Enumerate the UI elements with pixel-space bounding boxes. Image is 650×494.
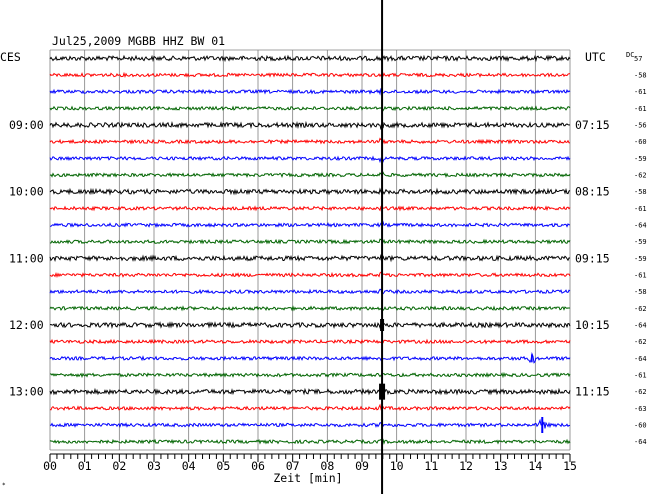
x-tick-label: 09 [355,459,369,473]
x-tick-label: 00 [43,459,57,473]
trace-row-9 [49,204,571,212]
x-tick-label: 12 [459,459,473,473]
trace-row-3 [49,105,571,112]
trace-row-7 [49,170,571,179]
trace-row-22 [49,418,571,429]
dc-offset-label: -61 [634,88,647,96]
trace-row-20 [49,384,571,396]
trace-row-4 [49,120,571,130]
trace-row-23 [49,438,571,445]
plot-grid [49,49,571,451]
trace-row-16 [49,321,571,330]
right-hour-label: 10:15 [575,318,610,332]
trace-row-19 [49,371,571,379]
event-spike-burst [380,319,385,331]
x-tick-label: 13 [494,459,508,473]
right-hour-label: 11:15 [575,385,610,399]
trace-row-13 [49,271,571,279]
left-hour-label: 13:00 [9,385,44,399]
dc-offset-label: -59 [634,255,647,263]
x-tick-label: 11 [424,459,438,473]
dc-label: DC [626,51,634,59]
dc-offset-label: -62 [634,305,647,313]
trace-row-12 [49,254,571,263]
dc-offset-label: -58 [634,72,647,80]
dc-offset-label: -61 [634,372,647,380]
trace-row-15 [49,305,571,312]
trace-row-8 [49,187,571,196]
trace-row-11 [49,238,571,245]
dc-offset-label: -59 [634,155,647,163]
x-tick-label: 10 [390,459,404,473]
x-tick-label: 06 [251,459,265,473]
left-hour-label: 12:00 [9,318,44,332]
dc-offset-label: -64 [634,438,647,446]
trace-row-2 [49,88,571,96]
dc-offset-label: -61 [634,272,647,280]
corner-mark: * [2,482,6,489]
dc-offset-label: -61 [634,105,647,113]
x-tick-label: 05 [216,459,230,473]
left-hour-label: 09:00 [9,118,44,132]
trace-row-0 [49,54,571,63]
trace-row-21 [49,403,571,412]
trace-row-14 [49,288,571,296]
x-tick-label: 08 [320,459,334,473]
seismic-traces [49,54,571,445]
x-axis: 00 01 02 03 04 05 06 07 08 09 10 11 12 13 14 15 [43,453,577,473]
dc-offset-label: -64 [634,222,647,230]
dc-offset-labels: 57 -58 -61 -61 -56 -60 -59 -62 -58 -61 -64 -59 -59 -6… [634,55,647,446]
dc-offset-label: -59 [634,238,647,246]
x-tick-label: 03 [147,459,161,473]
dc-offset-label: -60 [634,138,647,146]
chart-title: Jul25,2009 MGBB HHZ BW 01 [52,34,225,48]
trace-row-1 [49,71,570,79]
dc-offset-label: -64 [634,355,647,363]
event-markers [379,0,544,494]
dc-offset-label: -58 [634,288,647,296]
dc-offset-label: -61 [634,205,647,213]
dc-offset-label: -60 [634,422,647,430]
x-tick-label: 14 [528,459,542,473]
trace-row-10 [50,220,571,229]
dc-offset-label: -62 [634,338,647,346]
trace-row-18 [49,352,571,364]
left-hour-label: 11:00 [9,251,44,265]
dc-offset-label: -56 [634,122,647,130]
dc-offset-label: -62 [634,172,647,180]
trace-row-17 [49,338,571,345]
event-spike-burst [379,383,386,400]
right-hour-label: 09:15 [575,251,610,265]
dc-offset-label: -64 [634,322,647,330]
right-axis-label: UTC [585,50,606,64]
right-hour-label: 07:15 [575,118,610,132]
x-tick-label: 15 [563,459,577,473]
trace-row-5 [49,137,571,145]
dc-offset-label: 57 [634,55,642,63]
x-tick-label: 02 [112,459,126,473]
hour-labels: 09:00 10:00 11:00 12:00 13:00 07:15 08:15 09:15… [9,118,610,399]
x-tick-label: 07 [286,459,300,473]
left-axis-label: CES [0,50,21,64]
dc-offset-label: -58 [634,188,647,196]
dc-offset-label: -62 [634,388,647,396]
left-hour-label: 10:00 [9,185,44,199]
x-axis-label: Zeit [min] [273,471,342,485]
dc-offset-label: -63 [634,405,647,413]
x-tick-label: 04 [182,459,196,473]
right-hour-label: 08:15 [575,185,610,199]
trace-row-6 [49,155,571,164]
x-tick-label: 01 [78,459,92,473]
